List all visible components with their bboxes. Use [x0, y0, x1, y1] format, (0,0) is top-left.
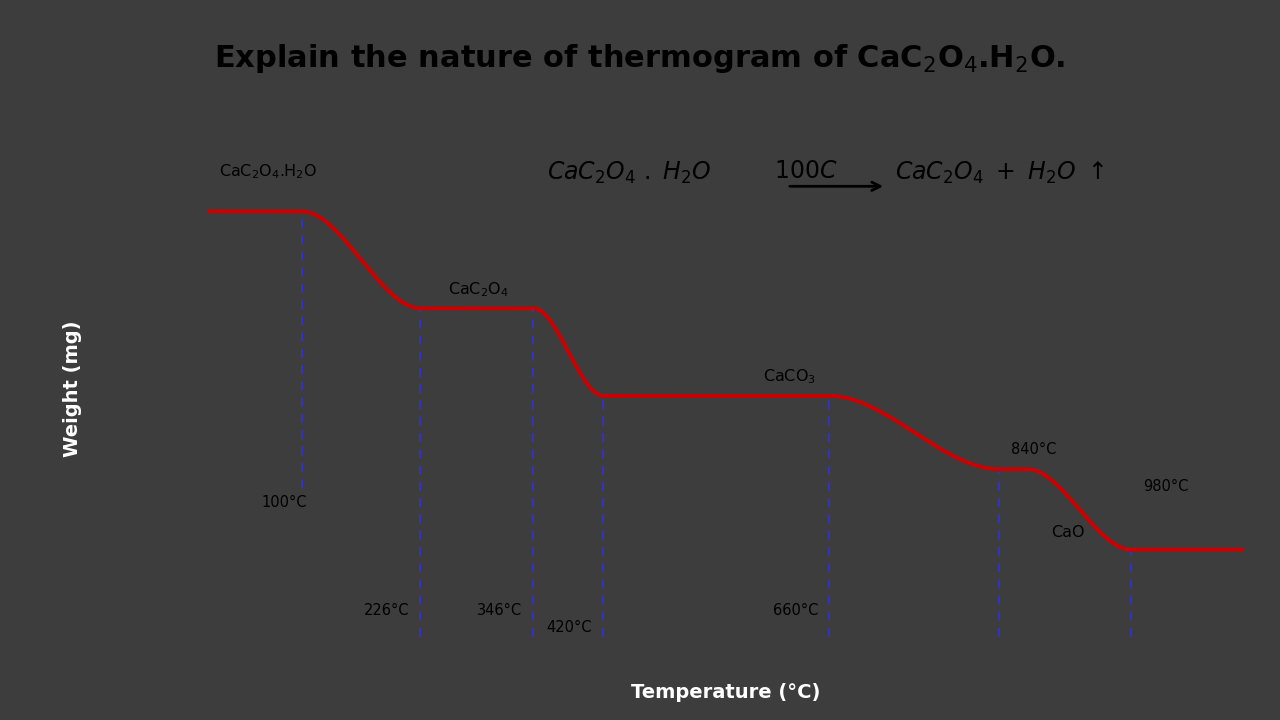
- Text: Explain the nature of thermogram of CaC$_2$O$_4$.H$_2$O.: Explain the nature of thermogram of CaC$…: [214, 42, 1066, 75]
- Text: Temperature (°C): Temperature (°C): [631, 683, 820, 702]
- Text: $CaC_2O_4\ .\ H_2O$: $CaC_2O_4\ .\ H_2O$: [547, 161, 712, 186]
- Text: CaC$_2$O$_4$: CaC$_2$O$_4$: [448, 280, 509, 299]
- Text: Weight (mg): Weight (mg): [64, 320, 82, 457]
- Text: CaO: CaO: [1051, 525, 1084, 540]
- Text: $CaC_2O_4\ +\ H_2O\ \uparrow$: $CaC_2O_4\ +\ H_2O\ \uparrow$: [896, 161, 1105, 186]
- Text: 100°C: 100°C: [262, 495, 307, 510]
- Text: 660°C: 660°C: [773, 603, 818, 618]
- Text: 980°C: 980°C: [1143, 479, 1189, 494]
- Text: CaCO$_3$: CaCO$_3$: [763, 368, 817, 387]
- Text: 420°C: 420°C: [547, 620, 591, 635]
- Text: 840°C: 840°C: [1011, 442, 1057, 457]
- Text: 226°C: 226°C: [364, 603, 410, 618]
- Text: CaC$_2$O$_4$.H$_2$O: CaC$_2$O$_4$.H$_2$O: [219, 162, 316, 181]
- Text: $\mathit{100C}$: $\mathit{100C}$: [774, 161, 837, 184]
- Text: 346°C: 346°C: [477, 603, 522, 618]
